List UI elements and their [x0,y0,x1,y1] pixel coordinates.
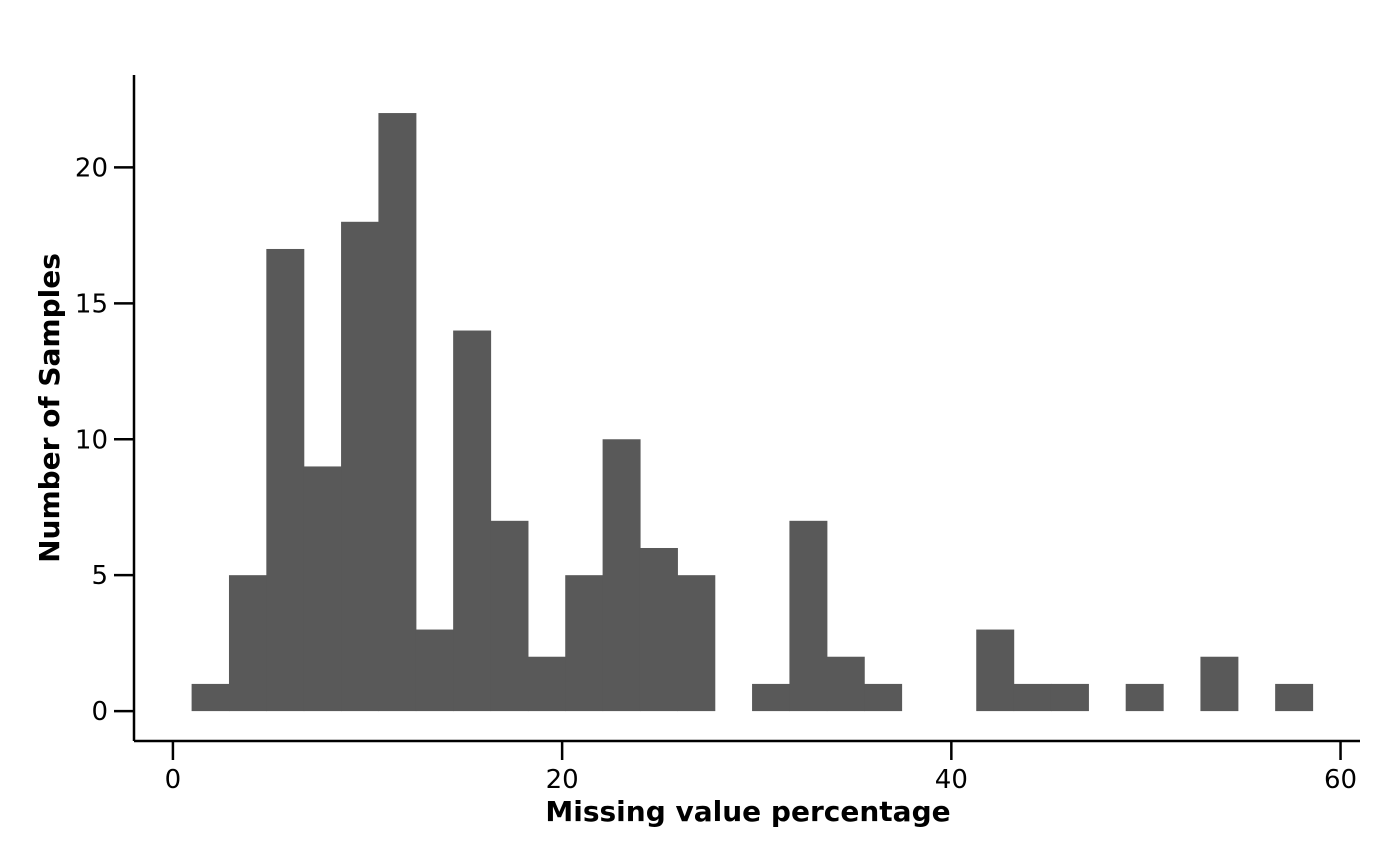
y-tick-label: 5 [91,561,108,591]
histogram-bar [303,466,342,712]
y-tick-label: 15 [75,289,108,319]
histogram-bar [677,575,716,712]
y-tick-label: 20 [75,153,108,183]
histogram-bar [378,113,417,712]
histogram-bar [1013,683,1052,712]
histogram-bar [191,683,230,712]
histogram-bar [453,330,492,712]
histogram-bar [1200,656,1239,712]
histogram-bar [976,629,1015,712]
x-axis-title: Missing value percentage [545,795,950,828]
x-tick-label: 40 [935,765,968,795]
histogram-bar [752,683,791,712]
histogram-bar [565,575,604,712]
histogram-bars [191,113,1314,712]
x-axis: 0 20 40 60 [134,739,1360,795]
y-tick-label: 0 [91,697,108,727]
histogram-bar [602,439,641,712]
histogram-bar [826,656,865,712]
histogram-bar [490,520,529,712]
y-tick-label: 10 [75,425,108,455]
histogram-bar [639,547,678,712]
y-axis-title: Number of Samples [33,253,66,563]
histogram-bar [1275,683,1314,712]
histogram-bar [341,221,380,712]
y-axis: 0 5 10 15 20 [75,75,136,741]
x-tick-label: 60 [1324,765,1357,795]
x-tick-label: 20 [546,765,579,795]
histogram-bar [1050,683,1089,712]
histogram-bar [266,248,305,712]
histogram-bar [1125,683,1164,712]
histogram-bar [228,575,267,712]
histogram-bar [789,520,828,712]
histogram-bar [415,629,454,712]
histogram-bar [864,683,903,712]
histogram-bar [527,656,566,712]
x-tick-label: 0 [165,765,182,795]
